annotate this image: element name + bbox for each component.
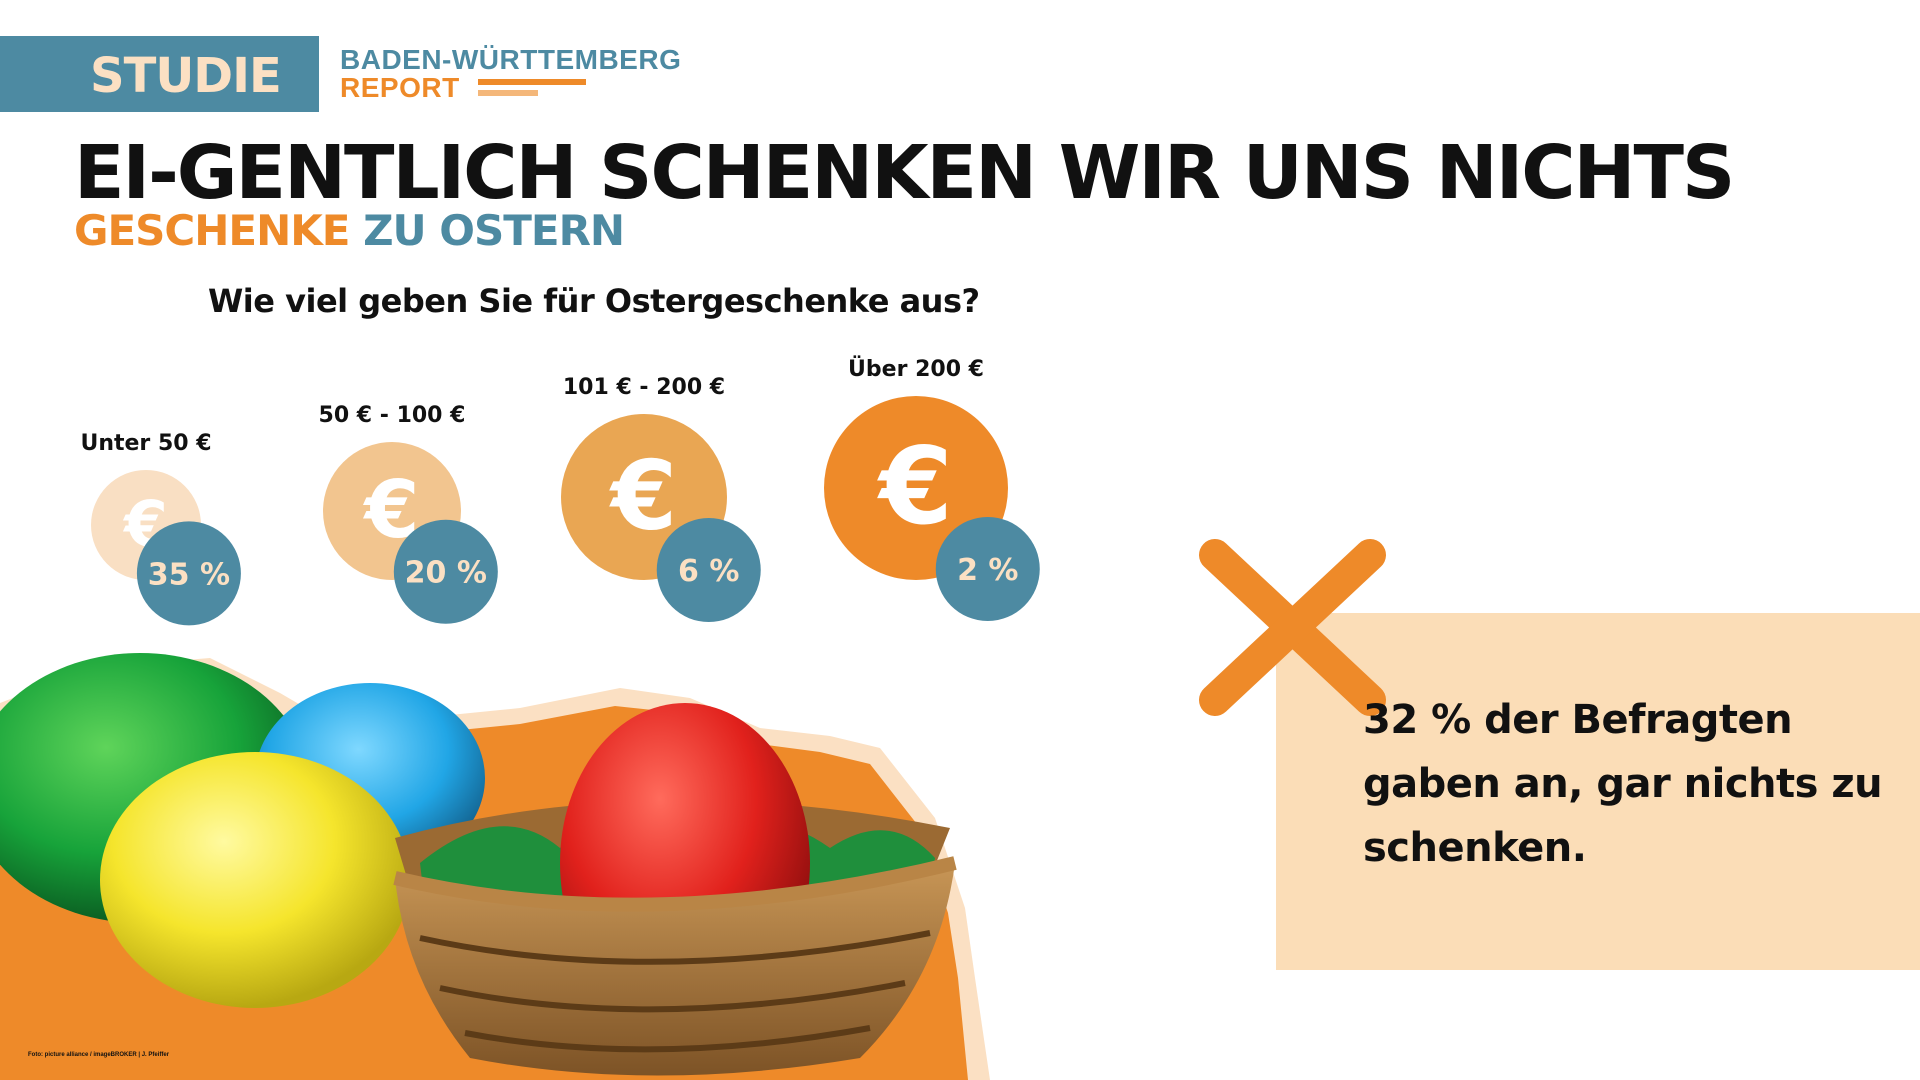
subheadline-part2: ZU OSTERN	[363, 206, 625, 255]
report-underline	[478, 79, 586, 85]
report-subtitle: REPORT	[340, 72, 460, 103]
basket	[395, 863, 955, 1076]
callout-text: 32 % der Befragten gaben an, gar nichts …	[1363, 697, 1883, 871]
value-label: 20 %	[405, 556, 487, 591]
value-label: 6 %	[678, 554, 739, 589]
percentage-badge	[136, 521, 241, 626]
studie-banner	[0, 36, 319, 112]
yellow-egg	[100, 752, 410, 1008]
percentage-badge	[393, 519, 498, 624]
value-label: 35 %	[148, 557, 230, 592]
studie-label: STUDIE	[90, 48, 282, 104]
percentage-badge	[656, 518, 761, 623]
subheadline: GESCHENKE ZU OSTERN	[74, 206, 625, 255]
coin-group: 101 € - 200 € €6 %	[561, 375, 761, 623]
subheadline-part1: GESCHENKE	[74, 206, 350, 255]
cross-icon	[1199, 539, 1386, 716]
spending-bubble-chart: Unter 50 €€35 %50 € - 100 €€20 %101 € - …	[80, 356, 1040, 626]
euro-icon: €	[609, 442, 677, 552]
category-label: Unter 50 €	[80, 431, 211, 456]
report-title: BADEN-WÜRTTEMBERG	[340, 44, 682, 75]
basket-rim	[393, 856, 957, 912]
headline: EI-GENTLICH SCHENKEN WIR UNS NICHTS	[74, 130, 1735, 216]
coin-group: 50 € - 100 €€20 %	[319, 403, 498, 624]
value-label: 2 %	[957, 553, 1018, 588]
coin-group: Unter 50 €€35 %	[80, 431, 241, 626]
percentage-badge	[935, 516, 1040, 621]
category-label: 101 € - 200 €	[563, 375, 725, 400]
photo-credit: Foto: picture alliance / imageBROKER | J…	[28, 1052, 170, 1058]
basket-weave	[419, 930, 931, 1053]
category-label: 50 € - 100 €	[319, 403, 466, 428]
report-underline	[478, 90, 538, 96]
easter-eggs-photo	[0, 653, 990, 1080]
callout-box	[1276, 613, 1920, 970]
euro-icon: €	[876, 425, 953, 548]
coin-group: Über 200 € €2 %	[824, 356, 1040, 621]
category-label: Über 200 €	[848, 356, 984, 382]
chart-title: Wie viel geben Sie für Ostergeschenke au…	[208, 282, 980, 320]
